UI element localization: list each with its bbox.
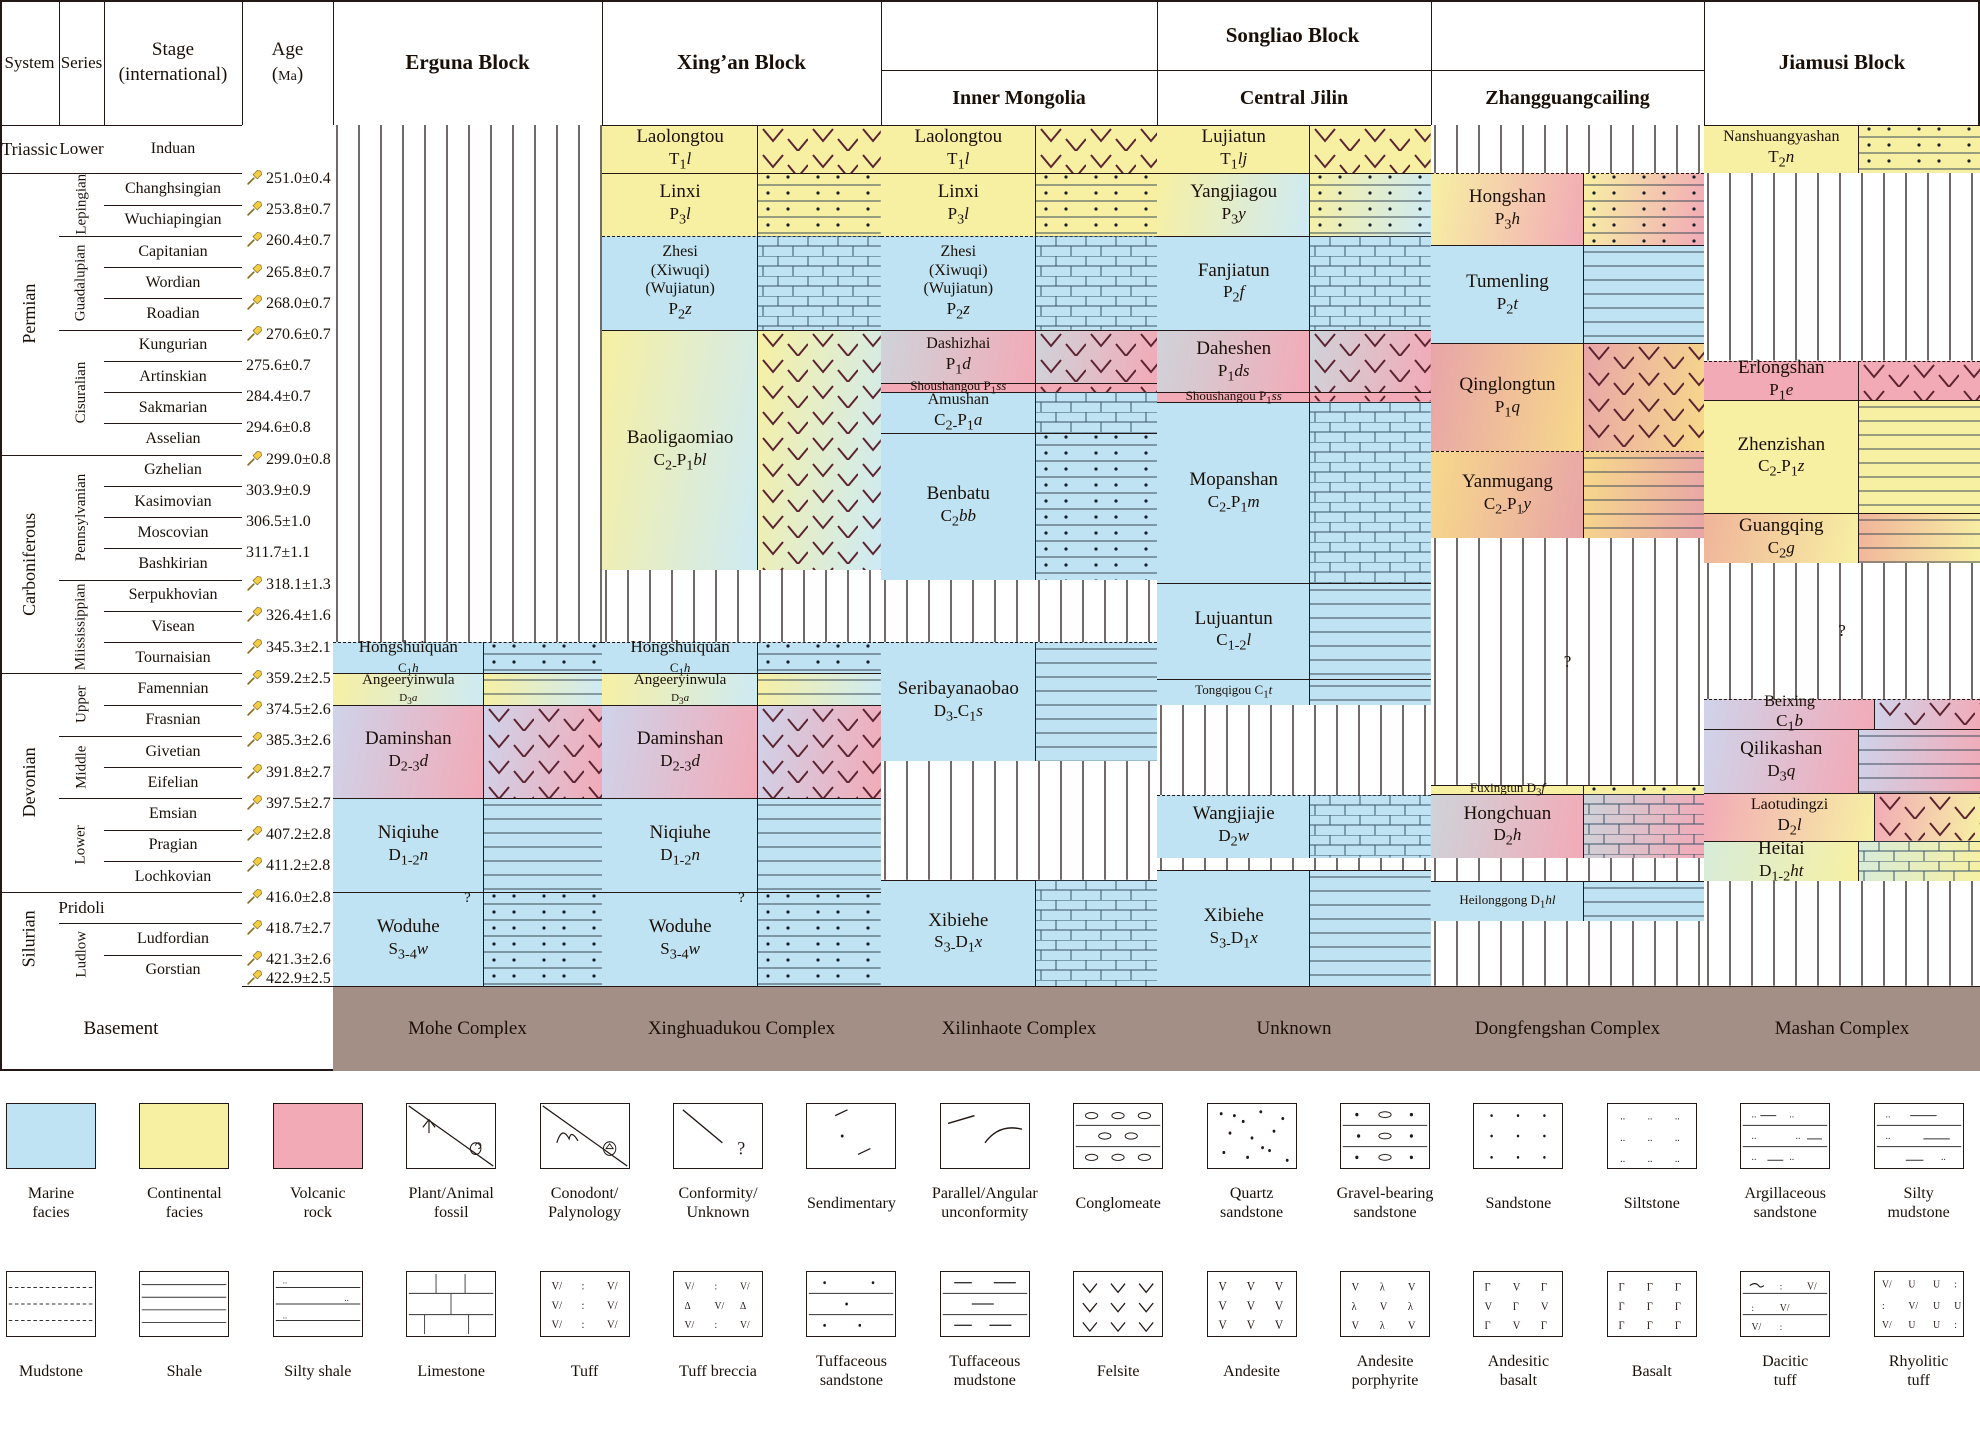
svg-text:..: ..	[1620, 1154, 1625, 1166]
svg-text:..: ..	[1941, 1152, 1946, 1164]
svg-text:?: ?	[737, 1139, 745, 1160]
svg-text:λ: λ	[1352, 1300, 1358, 1313]
svg-text:V: V	[1246, 1318, 1255, 1333]
svg-text:V/: V/	[1882, 1320, 1892, 1332]
svg-text::: :	[714, 1281, 717, 1293]
svg-text:Γ: Γ	[1647, 1281, 1654, 1294]
svg-text:V/: V/	[685, 1320, 695, 1332]
svg-text:..: ..	[1885, 1109, 1890, 1121]
svg-text:Δ: Δ	[685, 1300, 692, 1312]
svg-text:V/: V/	[1752, 1322, 1762, 1334]
svg-text:Γ: Γ	[1647, 1300, 1654, 1313]
svg-text:V: V	[1485, 1300, 1493, 1313]
svg-text::: :	[1954, 1320, 1957, 1332]
svg-text:..: ..	[1752, 1152, 1757, 1164]
svg-text:V: V	[1541, 1300, 1549, 1313]
svg-text:..: ..	[1796, 1131, 1801, 1143]
svg-text:..: ..	[283, 1276, 287, 1286]
svg-text:λ: λ	[1380, 1281, 1386, 1294]
svg-text:U: U	[1933, 1279, 1941, 1291]
svg-text:V: V	[1218, 1318, 1227, 1333]
svg-text:V/: V/	[1882, 1279, 1892, 1291]
svg-text:V/: V/	[740, 1320, 750, 1332]
svg-text::: :	[581, 1319, 584, 1332]
svg-text::: :	[581, 1299, 584, 1312]
svg-text:U: U	[1933, 1320, 1941, 1332]
svg-text:..: ..	[1620, 1132, 1625, 1144]
svg-text:V: V	[1513, 1320, 1521, 1333]
svg-text:..: ..	[344, 1294, 348, 1304]
svg-text:Γ: Γ	[1618, 1281, 1625, 1294]
svg-text:V/: V/	[1780, 1302, 1790, 1314]
svg-text:V: V	[1352, 1320, 1360, 1333]
svg-text:..: ..	[1675, 1111, 1680, 1123]
svg-text:Γ: Γ	[1485, 1320, 1492, 1333]
svg-text:V: V	[1352, 1281, 1360, 1294]
svg-text:Γ: Γ	[1675, 1300, 1682, 1313]
svg-text:U: U	[1908, 1279, 1916, 1291]
svg-text:V/: V/	[607, 1319, 618, 1332]
svg-text:Γ: Γ	[1618, 1320, 1625, 1333]
svg-text:..: ..	[1752, 1109, 1757, 1121]
svg-text:Γ: Γ	[1618, 1300, 1625, 1313]
svg-text:V: V	[1246, 1279, 1255, 1294]
svg-text:V: V	[1513, 1281, 1521, 1294]
svg-text:V/: V/	[685, 1281, 695, 1293]
svg-text:V: V	[1274, 1298, 1283, 1313]
svg-text::: :	[1954, 1279, 1957, 1291]
svg-text:Γ: Γ	[1647, 1320, 1654, 1333]
svg-text:Γ: Γ	[1485, 1281, 1492, 1294]
svg-text::: :	[581, 1280, 584, 1293]
svg-text:..: ..	[1647, 1111, 1652, 1123]
svg-text:..: ..	[1647, 1154, 1652, 1166]
svg-text:..: ..	[1620, 1111, 1625, 1123]
svg-text:Γ: Γ	[1541, 1320, 1548, 1333]
svg-text:Γ: Γ	[1541, 1281, 1548, 1294]
svg-text:..: ..	[1752, 1131, 1757, 1143]
svg-text:..: ..	[1647, 1132, 1652, 1144]
svg-text::: :	[1882, 1300, 1885, 1312]
svg-text::: :	[714, 1320, 717, 1332]
svg-text:V: V	[1274, 1318, 1283, 1333]
svg-text:..: ..	[283, 1311, 287, 1321]
svg-text:U: U	[1908, 1320, 1916, 1332]
svg-text:Γ: Γ	[1675, 1281, 1682, 1294]
svg-text:..: ..	[1790, 1152, 1795, 1164]
svg-text:V: V	[1218, 1279, 1227, 1294]
svg-text:U: U	[1954, 1300, 1962, 1312]
svg-text:λ: λ	[1408, 1300, 1414, 1313]
svg-text:V: V	[1274, 1279, 1283, 1294]
svg-text:Γ: Γ	[1513, 1300, 1520, 1313]
svg-text:V: V	[1246, 1298, 1255, 1313]
svg-text:Δ: Δ	[740, 1300, 747, 1312]
svg-text::: :	[1752, 1303, 1754, 1313]
svg-text:λ: λ	[1380, 1320, 1386, 1333]
svg-text:V/: V/	[607, 1280, 618, 1293]
svg-text:V/: V/	[740, 1281, 750, 1293]
svg-text::: :	[1780, 1323, 1782, 1333]
svg-text:V/: V/	[551, 1319, 562, 1332]
svg-text:Γ: Γ	[1675, 1320, 1682, 1333]
svg-text:..: ..	[1675, 1132, 1680, 1144]
svg-text::: :	[1780, 1282, 1782, 1292]
svg-text:..: ..	[1885, 1131, 1890, 1143]
svg-text:V: V	[1408, 1320, 1416, 1333]
svg-text:V/: V/	[714, 1300, 724, 1312]
svg-text:V/: V/	[1807, 1281, 1817, 1293]
svg-text:V/: V/	[1908, 1300, 1918, 1312]
svg-text:V/: V/	[551, 1280, 562, 1293]
svg-text:..: ..	[1790, 1109, 1795, 1121]
svg-text:U: U	[1933, 1300, 1941, 1312]
svg-text:V: V	[1218, 1298, 1227, 1313]
svg-text:..: ..	[1675, 1154, 1680, 1166]
svg-text:V: V	[1380, 1300, 1388, 1313]
svg-text:V: V	[1408, 1281, 1416, 1294]
svg-text:V/: V/	[551, 1299, 562, 1312]
svg-text:V/: V/	[607, 1299, 618, 1312]
